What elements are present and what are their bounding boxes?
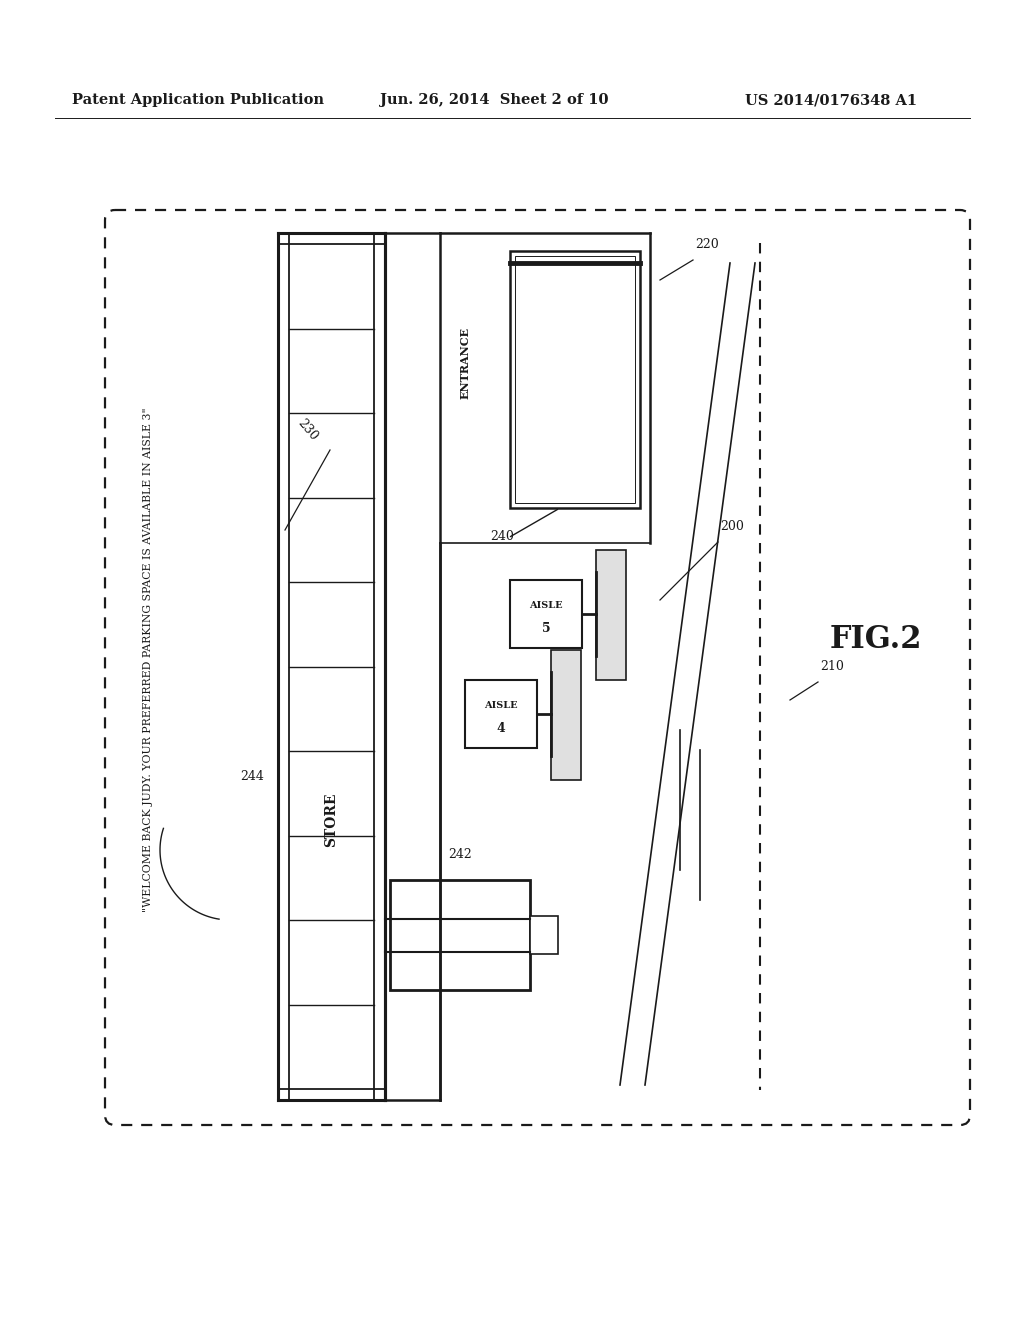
Bar — [510, 579, 582, 648]
Bar — [465, 680, 537, 748]
Text: 242: 242 — [449, 847, 472, 861]
Bar — [510, 251, 640, 508]
Text: Patent Application Publication: Patent Application Publication — [72, 92, 324, 107]
Text: FIG.2: FIG.2 — [830, 624, 923, 656]
Text: 210: 210 — [820, 660, 844, 673]
Text: 220: 220 — [695, 238, 719, 251]
Text: "WELCOME BACK JUDY. YOUR PREFERRED PARKING SPACE IS AVAILABLE IN AISLE 3": "WELCOME BACK JUDY. YOUR PREFERRED PARKI… — [143, 408, 153, 912]
Text: STORE: STORE — [325, 793, 339, 847]
Text: 200: 200 — [720, 520, 743, 533]
Text: 240: 240 — [490, 531, 514, 543]
Bar — [530, 916, 558, 954]
Text: Jun. 26, 2014  Sheet 2 of 10: Jun. 26, 2014 Sheet 2 of 10 — [380, 92, 608, 107]
Text: AISLE: AISLE — [529, 602, 563, 610]
Text: 5: 5 — [542, 623, 550, 635]
Text: US 2014/0176348 A1: US 2014/0176348 A1 — [745, 92, 918, 107]
Bar — [551, 649, 581, 780]
Bar — [596, 550, 626, 680]
Bar — [390, 880, 530, 990]
Text: 230: 230 — [295, 416, 321, 444]
Text: 4: 4 — [497, 722, 506, 735]
Text: 244: 244 — [240, 770, 264, 783]
Bar — [515, 256, 635, 503]
Text: ENTRANCE: ENTRANCE — [460, 327, 471, 399]
Text: AISLE: AISLE — [484, 701, 518, 710]
